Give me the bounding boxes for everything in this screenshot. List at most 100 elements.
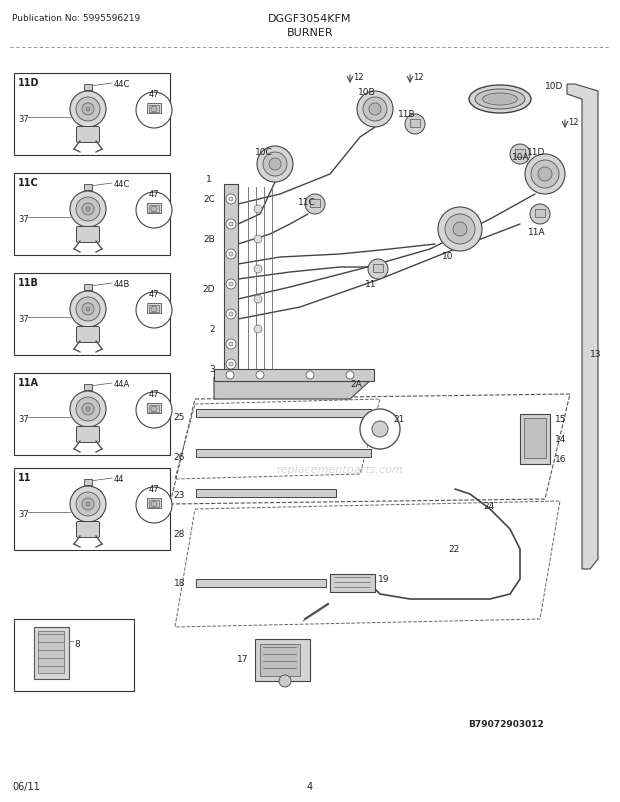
Circle shape xyxy=(76,98,100,122)
Text: 47: 47 xyxy=(149,390,159,399)
Bar xyxy=(147,304,161,314)
Text: 2D: 2D xyxy=(203,286,215,294)
FancyBboxPatch shape xyxy=(76,427,99,443)
Text: 25: 25 xyxy=(174,413,185,422)
Bar xyxy=(149,106,159,113)
Bar xyxy=(214,370,374,382)
Bar xyxy=(410,119,420,128)
Bar xyxy=(14,273,170,355)
Text: 11D: 11D xyxy=(527,148,546,157)
Text: 21: 21 xyxy=(393,415,404,423)
Bar xyxy=(34,627,69,679)
Text: 10D: 10D xyxy=(545,82,564,91)
Bar xyxy=(515,150,525,158)
Bar xyxy=(149,500,159,508)
Circle shape xyxy=(438,208,482,252)
Bar xyxy=(147,104,161,114)
Circle shape xyxy=(82,104,94,115)
Bar xyxy=(14,74,170,156)
Circle shape xyxy=(254,236,262,244)
Text: 37: 37 xyxy=(18,510,29,519)
Ellipse shape xyxy=(469,86,531,114)
Text: 11: 11 xyxy=(18,472,32,482)
Bar xyxy=(196,449,371,457)
Text: 44C: 44C xyxy=(114,180,130,188)
Text: 8: 8 xyxy=(74,639,80,648)
Circle shape xyxy=(229,363,233,367)
Bar xyxy=(260,644,300,676)
Circle shape xyxy=(453,223,467,237)
Circle shape xyxy=(226,371,234,379)
Circle shape xyxy=(357,92,393,128)
Bar xyxy=(330,574,375,592)
Circle shape xyxy=(136,392,172,428)
Circle shape xyxy=(229,313,233,317)
Text: 11C: 11C xyxy=(298,198,316,207)
Text: Publication No: 5995596219: Publication No: 5995596219 xyxy=(12,14,140,23)
Circle shape xyxy=(254,296,262,304)
Circle shape xyxy=(510,145,530,164)
Circle shape xyxy=(363,98,387,122)
Text: 2A: 2A xyxy=(350,379,361,388)
FancyBboxPatch shape xyxy=(76,522,99,538)
FancyBboxPatch shape xyxy=(76,227,99,243)
Text: 1: 1 xyxy=(206,176,212,184)
Circle shape xyxy=(360,410,400,449)
Circle shape xyxy=(226,339,236,350)
Text: 15: 15 xyxy=(555,415,567,423)
Bar xyxy=(149,206,159,213)
Circle shape xyxy=(136,93,172,129)
Text: 2C: 2C xyxy=(203,195,215,205)
Bar xyxy=(84,384,92,391)
Circle shape xyxy=(226,220,236,229)
Text: 4: 4 xyxy=(307,781,313,791)
Circle shape xyxy=(226,195,236,205)
Text: 47: 47 xyxy=(149,290,159,298)
Circle shape xyxy=(538,168,552,182)
Text: 37: 37 xyxy=(18,115,29,124)
Text: 11: 11 xyxy=(365,280,376,289)
Circle shape xyxy=(86,308,90,312)
Polygon shape xyxy=(567,85,598,569)
Circle shape xyxy=(226,249,236,260)
Circle shape xyxy=(82,498,94,510)
Text: 10A: 10A xyxy=(512,153,530,162)
Text: 37: 37 xyxy=(18,315,29,324)
Bar xyxy=(84,285,92,290)
Text: 37: 37 xyxy=(18,415,29,424)
Text: 17: 17 xyxy=(236,654,248,664)
Circle shape xyxy=(151,407,157,412)
Text: 12: 12 xyxy=(568,118,578,127)
Circle shape xyxy=(151,306,157,313)
Bar xyxy=(196,579,326,587)
Bar xyxy=(373,265,383,273)
Text: 11D: 11D xyxy=(18,78,40,88)
Text: 23: 23 xyxy=(174,491,185,500)
Text: 12: 12 xyxy=(353,73,363,82)
Text: 44A: 44A xyxy=(114,379,130,388)
Circle shape xyxy=(269,159,281,171)
Circle shape xyxy=(226,280,236,290)
Bar xyxy=(14,468,170,550)
Bar xyxy=(14,619,134,691)
Bar xyxy=(149,406,159,412)
Circle shape xyxy=(256,371,264,379)
Circle shape xyxy=(254,265,262,273)
Circle shape xyxy=(525,155,565,195)
Text: 12: 12 xyxy=(413,73,423,82)
Text: 16: 16 xyxy=(555,455,567,464)
Bar xyxy=(84,480,92,485)
Text: 44C: 44C xyxy=(114,80,130,89)
Bar xyxy=(147,403,161,414)
Text: BURNER: BURNER xyxy=(286,28,334,38)
Circle shape xyxy=(70,192,106,228)
Circle shape xyxy=(76,198,100,221)
Circle shape xyxy=(531,160,559,188)
Text: 2B: 2B xyxy=(203,235,215,244)
Circle shape xyxy=(229,198,233,202)
Text: 11A: 11A xyxy=(528,228,546,237)
Text: 11B: 11B xyxy=(398,110,415,119)
Bar xyxy=(84,184,92,191)
Circle shape xyxy=(263,153,287,176)
Text: 14: 14 xyxy=(555,435,567,444)
